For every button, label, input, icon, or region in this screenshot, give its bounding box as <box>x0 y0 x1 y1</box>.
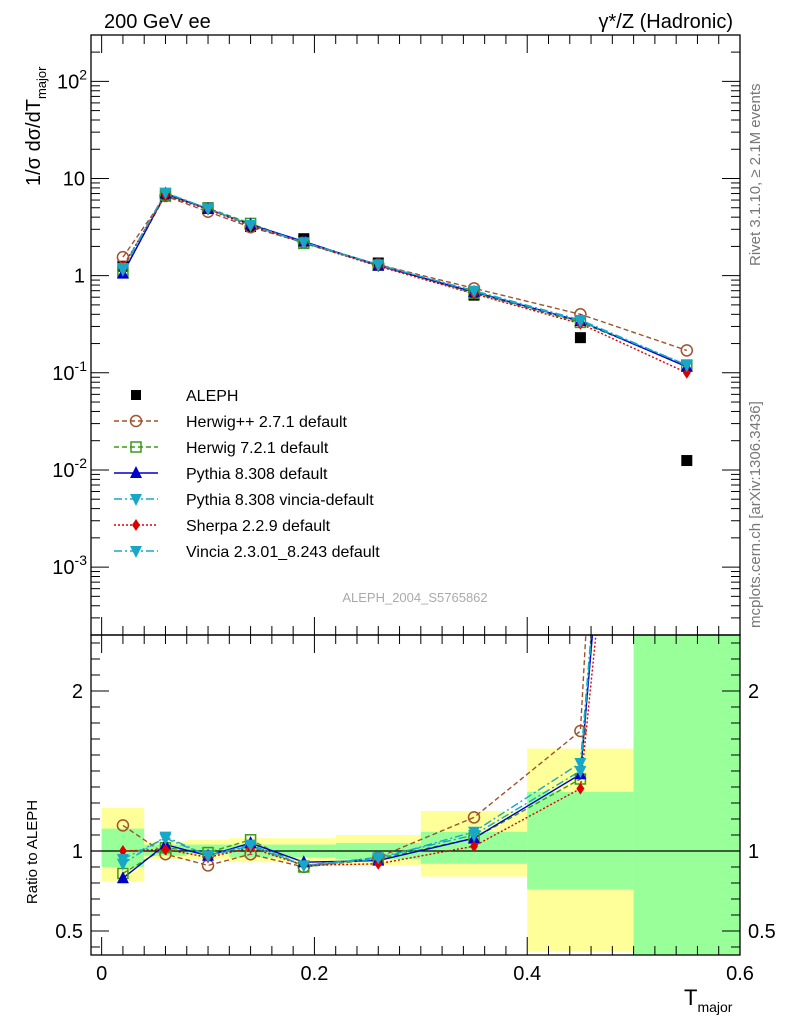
xtick-label: 0 <box>96 963 107 985</box>
ratio-point-5-6 <box>468 830 481 842</box>
rivet-label: Rivet 3.1.10, ≥ 2.1M events <box>747 84 764 267</box>
mcplots-label: mcplots.cern.ch [arXiv:1306.3436] <box>747 401 764 628</box>
main-ytick-label: 102 <box>57 66 87 93</box>
ratio-point-5-5 <box>372 852 385 865</box>
xtick-label: 0.4 <box>513 963 541 985</box>
legend-marker-3 <box>130 466 142 478</box>
main-point-5-8 <box>682 366 691 379</box>
ratio-series-markers <box>116 724 587 884</box>
ratio-point-5-2 <box>202 850 215 863</box>
legend-label-4: Pythia 8.308 vincia-default <box>186 492 374 509</box>
ratio-point-5-0 <box>116 854 129 866</box>
main-point-6-5 <box>372 259 385 272</box>
legend-label-0: ALEPH <box>186 388 238 405</box>
main-series-lines <box>122 191 688 374</box>
main-point-0-8 <box>681 455 693 467</box>
main-series-group <box>116 186 694 467</box>
main-ylabel: 1/σ dσ/dTmajor <box>23 66 49 186</box>
main-point-1-8 <box>680 344 694 357</box>
band-green-8 <box>633 635 740 955</box>
ratio-point-5-1 <box>159 833 172 846</box>
main-point-6-6 <box>468 286 481 299</box>
header-right: γ*/Z (Hadronic) <box>599 11 733 33</box>
main-point-6-7 <box>574 316 587 329</box>
ratio-frame <box>90 634 741 956</box>
legend-label-5: Sherpa 2.2.9 default <box>186 518 331 535</box>
ratio-point-3-7 <box>574 758 587 770</box>
main-point-6-3 <box>244 220 257 233</box>
ratio-point-4-6 <box>470 840 479 853</box>
xtick-label: 0.2 <box>301 963 329 985</box>
ratio-series-group <box>116 635 597 884</box>
main-ytick-label: 1 <box>74 266 85 288</box>
main-ytick-label: 10 <box>63 169 85 191</box>
main-point-0-7 <box>574 332 586 344</box>
ratio-point-2-0 <box>116 871 129 884</box>
main-point-6-8 <box>680 360 693 373</box>
ratio-point-0-6 <box>467 811 481 824</box>
legend-marker-5 <box>132 519 140 531</box>
ratio-line-3 <box>122 635 592 867</box>
ratio-line-4 <box>122 635 597 867</box>
legend-marker-1 <box>129 414 143 428</box>
ratio-point-5-4 <box>297 860 310 873</box>
ratio-point-4-1 <box>161 843 170 856</box>
main-point-6-2 <box>202 203 215 216</box>
ratio-ytick-label-right: 0.5 <box>748 921 776 943</box>
main-ytick-label: 10-3 <box>52 552 87 579</box>
main-line-5 <box>122 194 688 374</box>
ratio-line-1 <box>122 635 593 874</box>
main-line-6 <box>122 191 688 366</box>
main-point-6-0 <box>116 262 129 275</box>
ratio-point-0-0 <box>116 819 130 832</box>
legend-marker-2 <box>130 441 142 453</box>
ratio-point-5-7 <box>574 766 587 778</box>
ratio-point-5-3 <box>244 839 257 852</box>
legend-label-3: Pythia 8.308 default <box>186 466 328 483</box>
ratio-point-0-7 <box>574 724 587 738</box>
band-green-7 <box>527 791 634 890</box>
header-left: 200 GeV ee <box>104 11 211 33</box>
x-axis-label: Tmajor <box>684 985 733 1015</box>
legend-label-6: Vincia 2.3.01_8.243 default <box>186 544 380 561</box>
legend-marker-4 <box>130 494 142 506</box>
ratio-ytick-label-right: 1 <box>748 841 759 863</box>
legend-marker-0 <box>131 390 141 400</box>
xtick-label: 0.6 <box>726 963 754 985</box>
ratio-point-4-7 <box>576 782 585 795</box>
main-line-2 <box>122 194 688 366</box>
main-point-6-1 <box>159 187 172 200</box>
ratio-ylabel: Ratio to ALEPH <box>24 800 41 904</box>
ratio-ytick-label: 2 <box>72 681 83 703</box>
legend-marker-6 <box>130 546 142 558</box>
axes-group: 10-3 10-2 10-1 1 10 102 0 0.2 0.4 0.6 0.5 0.5 1 1 2 2 <box>52 34 776 985</box>
main-line-4 <box>122 192 688 366</box>
ratio-line-5 <box>122 635 593 867</box>
legend: ALEPH Herwig++ 2.7.1 default Herwig 7.2.1 … <box>114 388 380 561</box>
ratio-ytick-label: 0.5 <box>55 921 83 943</box>
main-line-3 <box>122 192 688 368</box>
ratio-line-0 <box>122 635 587 868</box>
ratio-ytick-label: 1 <box>72 841 83 863</box>
ratio-ytick-label-right: 2 <box>748 681 759 703</box>
main-point-6-4 <box>297 237 310 250</box>
analysis-watermark: ALEPH_2004_S5765862 <box>342 590 487 605</box>
main-ytick-label: 10-1 <box>52 358 87 385</box>
main-ytick-label: 10-2 <box>52 455 87 482</box>
legend-label-1: Herwig++ 2.7.1 default <box>186 414 348 431</box>
ratio-uncertainty-bands <box>91 635 740 955</box>
legend-label-2: Herwig 7.2.1 default <box>186 440 329 457</box>
